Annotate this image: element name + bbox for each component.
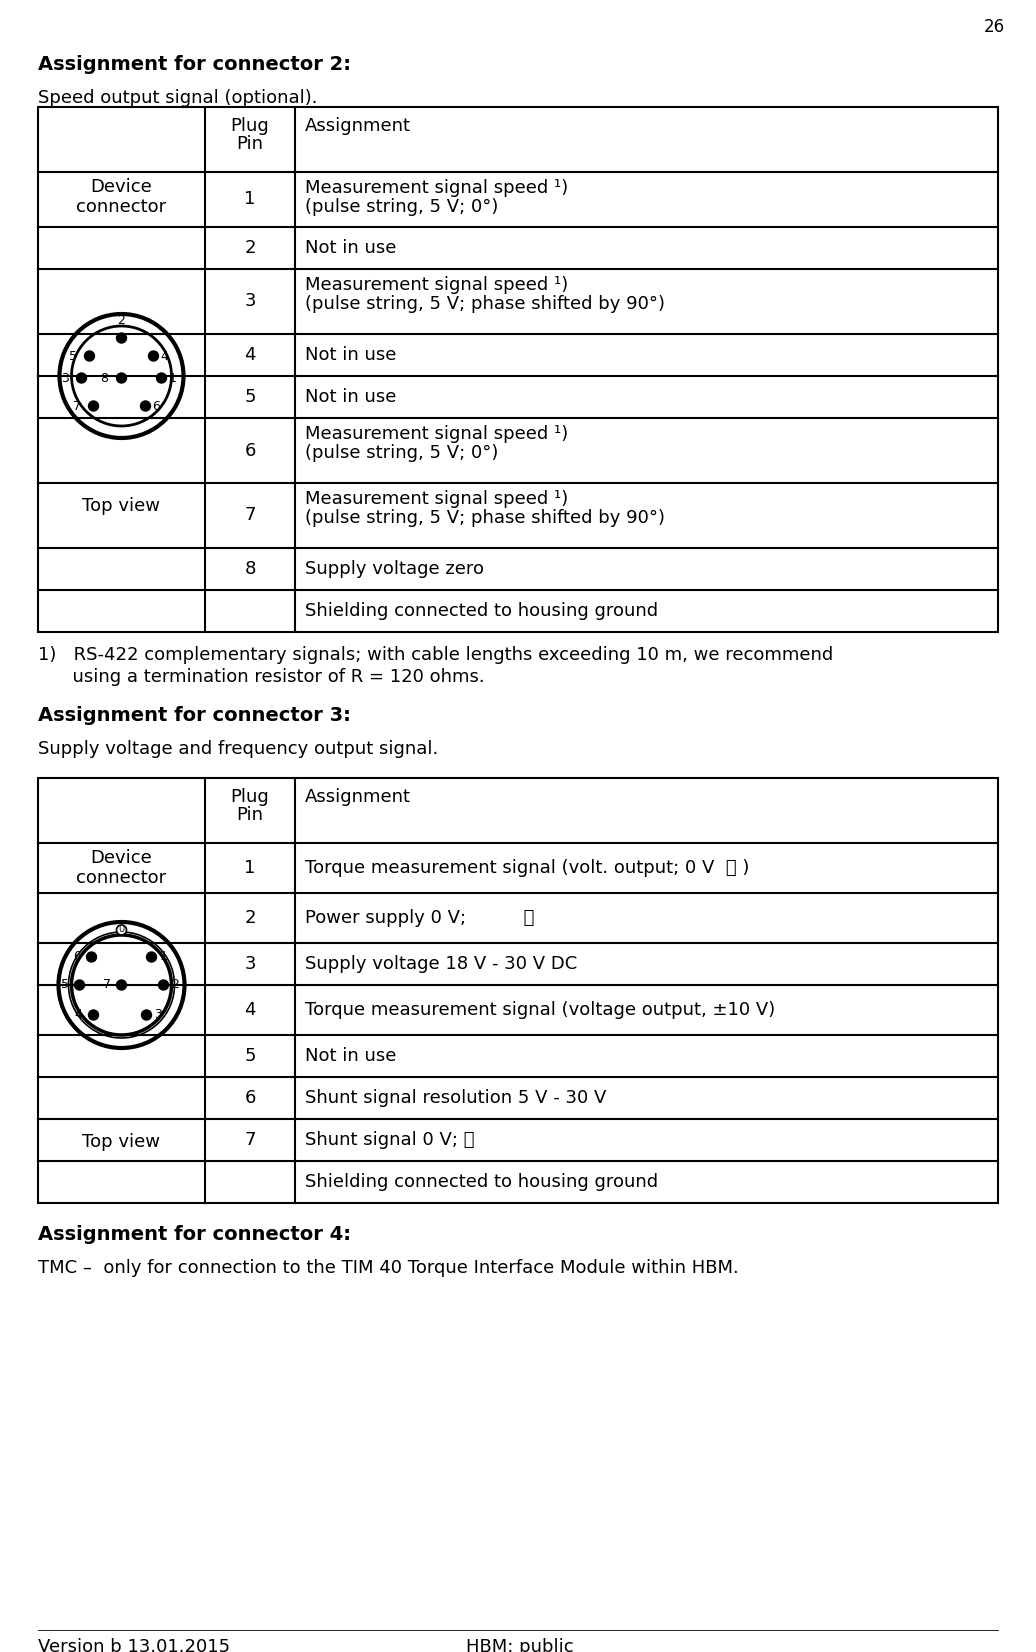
Text: 1: 1	[160, 950, 168, 963]
Bar	[38, 107, 998, 633]
Text: 6: 6	[244, 441, 256, 459]
Text: Device: Device	[90, 178, 152, 197]
Text: Top view: Top view	[83, 497, 161, 515]
Text: Measurement signal speed ¹): Measurement signal speed ¹)	[305, 276, 569, 294]
Text: (pulse string, 5 V; phase shifted by 90°): (pulse string, 5 V; phase shifted by 90°…	[305, 509, 665, 527]
Text: 6: 6	[152, 400, 161, 413]
Circle shape	[116, 373, 126, 383]
Text: Assignment for connector 3:: Assignment for connector 3:	[38, 705, 351, 725]
Text: 2: 2	[172, 978, 179, 991]
Circle shape	[116, 925, 126, 935]
Text: 3: 3	[154, 1008, 163, 1021]
Text: Supply voltage zero: Supply voltage zero	[305, 560, 484, 578]
Text: Assignment for connector 2:: Assignment for connector 2:	[38, 55, 351, 74]
Text: 5: 5	[68, 350, 77, 362]
Text: Top view: Top view	[83, 1133, 161, 1151]
Circle shape	[77, 373, 86, 383]
Text: Supply voltage 18 V - 30 V DC: Supply voltage 18 V - 30 V DC	[305, 955, 577, 973]
Text: Shunt signal resolution 5 V - 30 V: Shunt signal resolution 5 V - 30 V	[305, 1089, 606, 1107]
Text: Speed output signal (optional).: Speed output signal (optional).	[38, 89, 317, 107]
Text: 6: 6	[74, 950, 82, 963]
Text: using a termination resistor of R = 120 ohms.: using a termination resistor of R = 120 …	[38, 667, 485, 686]
Text: connector: connector	[77, 869, 167, 887]
Text: Assignment: Assignment	[305, 788, 411, 806]
Circle shape	[85, 350, 94, 362]
Text: Shielding connected to housing ground: Shielding connected to housing ground	[305, 601, 658, 620]
Circle shape	[75, 980, 85, 990]
Text: TMC –  only for connection to the TIM 40 Torque Interface Module within HBM.: TMC – only for connection to the TIM 40 …	[38, 1259, 739, 1277]
Text: Version b 13.01.2015: Version b 13.01.2015	[38, 1639, 230, 1652]
Text: connector: connector	[77, 198, 167, 216]
Text: Plug: Plug	[231, 117, 269, 135]
Text: 7: 7	[73, 400, 81, 413]
Text: 4: 4	[75, 1008, 83, 1021]
Text: Pin: Pin	[236, 135, 263, 154]
Text: (pulse string, 5 V; phase shifted by 90°): (pulse string, 5 V; phase shifted by 90°…	[305, 296, 665, 312]
Text: HBM: public: HBM: public	[466, 1639, 574, 1652]
Circle shape	[159, 980, 169, 990]
Text: Not in use: Not in use	[305, 1047, 397, 1066]
Text: 3: 3	[244, 955, 256, 973]
Text: Shunt signal 0 V; ⏚: Shunt signal 0 V; ⏚	[305, 1132, 474, 1150]
Text: 7: 7	[244, 507, 256, 524]
Text: 3: 3	[61, 372, 68, 385]
Text: Supply voltage and frequency output signal.: Supply voltage and frequency output sign…	[38, 740, 438, 758]
Circle shape	[141, 401, 150, 411]
Circle shape	[156, 373, 167, 383]
Circle shape	[88, 401, 98, 411]
Text: Not in use: Not in use	[305, 345, 397, 363]
Circle shape	[142, 1009, 151, 1019]
Text: 8: 8	[244, 560, 256, 578]
Text: 1: 1	[244, 859, 256, 877]
Bar	[38, 778, 998, 1203]
Text: Torque measurement signal (voltage output, ±10 V): Torque measurement signal (voltage outpu…	[305, 1001, 775, 1019]
Text: Not in use: Not in use	[305, 388, 397, 406]
Text: 1)   RS-422 complementary signals; with cable lengths exceeding 10 m, we recomme: 1) RS-422 complementary signals; with ca…	[38, 646, 833, 664]
Text: 1: 1	[244, 190, 256, 208]
Text: 5: 5	[244, 388, 256, 406]
Text: Measurement signal speed ¹): Measurement signal speed ¹)	[305, 178, 569, 197]
Text: Assignment: Assignment	[305, 117, 411, 135]
Text: Not in use: Not in use	[305, 240, 397, 258]
Text: Power supply 0 V;          ⏚: Power supply 0 V; ⏚	[305, 909, 535, 927]
Text: 3: 3	[244, 292, 256, 311]
Circle shape	[146, 952, 156, 961]
Text: 2: 2	[244, 240, 256, 258]
Circle shape	[116, 980, 126, 990]
Text: 6: 6	[244, 1089, 256, 1107]
Text: (pulse string, 5 V; 0°): (pulse string, 5 V; 0°)	[305, 444, 498, 463]
Text: 1: 1	[169, 372, 176, 385]
Text: 4: 4	[161, 350, 169, 362]
Text: 8: 8	[100, 372, 109, 385]
Circle shape	[88, 1009, 98, 1019]
Text: 4: 4	[244, 1001, 256, 1019]
Text: Device: Device	[90, 849, 152, 867]
Text: Pin: Pin	[236, 806, 263, 824]
Text: Measurement signal speed ¹): Measurement signal speed ¹)	[305, 491, 569, 509]
Circle shape	[116, 334, 126, 344]
Text: Plug: Plug	[231, 788, 269, 806]
Text: 4: 4	[244, 345, 256, 363]
Text: U: U	[118, 925, 124, 935]
Text: 2: 2	[117, 314, 125, 327]
Text: Shielding connected to housing ground: Shielding connected to housing ground	[305, 1173, 658, 1191]
Text: Torque measurement signal (volt. output; 0 V  ⏚ ): Torque measurement signal (volt. output;…	[305, 859, 749, 877]
Text: 7: 7	[103, 978, 111, 991]
Text: (pulse string, 5 V; 0°): (pulse string, 5 V; 0°)	[305, 198, 498, 216]
Circle shape	[148, 350, 159, 362]
Text: Assignment for connector 4:: Assignment for connector 4:	[38, 1226, 351, 1244]
Text: 2: 2	[244, 909, 256, 927]
Circle shape	[86, 952, 96, 961]
Text: 26: 26	[984, 18, 1005, 36]
Text: Measurement signal speed ¹): Measurement signal speed ¹)	[305, 425, 569, 443]
Text: 5: 5	[60, 978, 68, 991]
Text: 5: 5	[244, 1047, 256, 1066]
Text: 7: 7	[244, 1132, 256, 1150]
